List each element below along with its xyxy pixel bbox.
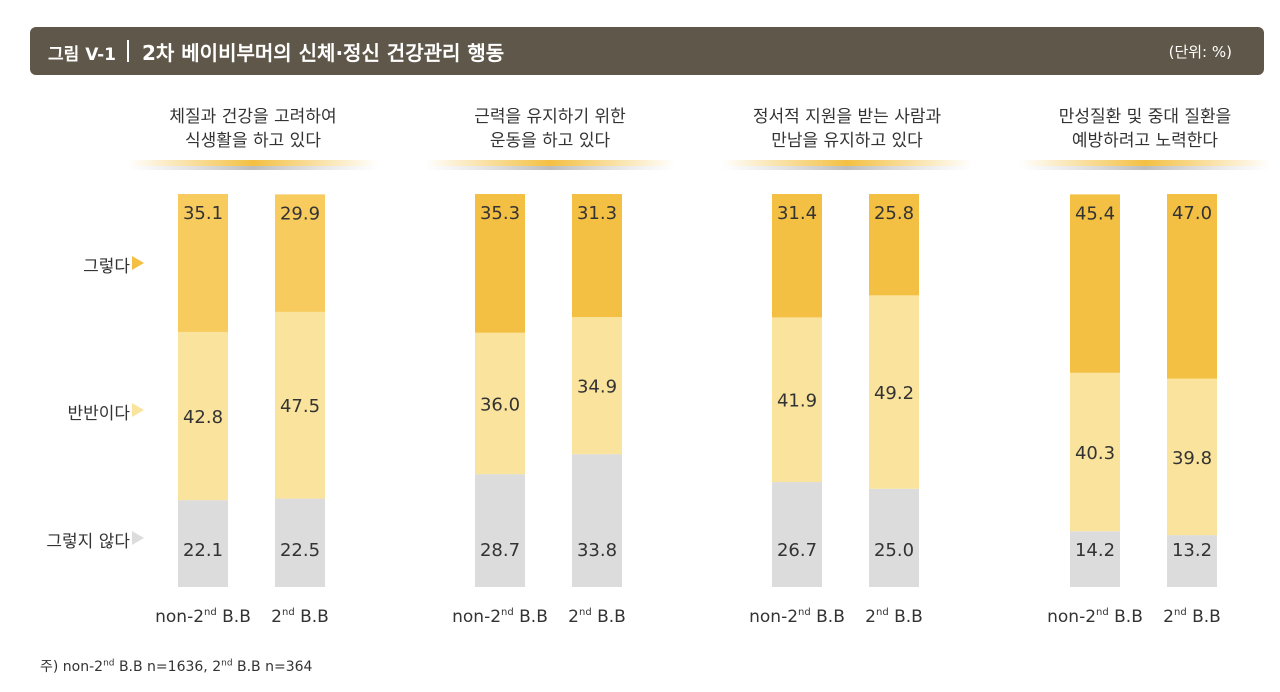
panel-title-line: 예방하려고 노력한다 [1072, 131, 1219, 151]
data-label: 41.9 [777, 391, 817, 412]
panel-title-line: 운동을 하고 있다 [490, 131, 611, 151]
panel-title-underline-shadow [1020, 166, 1270, 170]
bar-segment [772, 194, 822, 318]
arrow-right-icon [132, 531, 144, 545]
data-label: 22.5 [280, 540, 320, 561]
data-label: 28.7 [480, 540, 520, 561]
row-label-agree: 그렇다 [83, 257, 130, 277]
data-label: 31.3 [577, 203, 617, 224]
panel-title-underline [722, 160, 972, 166]
data-label: 45.4 [1075, 203, 1115, 224]
arrow-right-icon [132, 403, 144, 417]
footnote: 주) non-2nd B.B n=1636, 2nd B.B n=364 [40, 658, 313, 675]
bar-segment [869, 295, 919, 489]
bar-segment [869, 488, 919, 587]
row-label-neutral: 반반이다 [67, 404, 130, 424]
bar-segment [1070, 194, 1120, 373]
figure-title: 2차 베이비부머의 신체·정신 건강관리 행동 [142, 41, 505, 65]
bar-segment [772, 482, 822, 587]
x-tick-label: 2nd B.B [271, 607, 329, 627]
data-label: 25.0 [874, 540, 914, 561]
data-label: 35.3 [480, 203, 520, 224]
panel-title-underline [128, 160, 378, 166]
data-label: 33.8 [577, 540, 617, 561]
x-tick-label: 2nd B.B [568, 607, 626, 627]
data-label: 49.2 [874, 383, 914, 404]
x-tick-label: 2nd B.B [865, 607, 923, 627]
bar-segment [475, 194, 525, 333]
x-tick-label: non-2nd B.B [749, 607, 845, 627]
panel-title-line: 정서적 지원을 받는 사람과 [753, 107, 942, 127]
bar-segment [275, 194, 325, 312]
panel-title-underline [1020, 160, 1270, 166]
bar-segment [572, 194, 622, 318]
bar-segment [178, 331, 228, 501]
data-label: 42.8 [183, 407, 223, 428]
bar-segment [275, 498, 325, 587]
panel-title-line: 근력을 유지하기 위한 [474, 107, 626, 127]
bar-segment [869, 194, 919, 296]
bar-segment [475, 332, 525, 475]
panel-title-line: 체질과 건강을 고려하여 [169, 107, 336, 127]
bar-segment [178, 500, 228, 587]
data-label: 34.9 [577, 377, 617, 398]
figure-title-bar [30, 27, 1264, 75]
data-label: 36.0 [480, 394, 520, 415]
panel-title-line: 만남을 유지하고 있다 [771, 131, 923, 151]
bar-segment [1070, 531, 1120, 587]
data-label: 26.7 [777, 540, 817, 561]
bar-segment [1167, 535, 1217, 587]
arrow-right-icon [132, 256, 144, 270]
panel-title-underline-shadow [425, 166, 675, 170]
data-label: 39.8 [1172, 448, 1212, 469]
bar-segment [178, 194, 228, 332]
x-tick-label: non-2nd B.B [1047, 607, 1143, 627]
x-tick-label: 2nd B.B [1163, 607, 1221, 627]
data-label: 35.1 [183, 203, 223, 224]
bar-segment [275, 311, 325, 499]
panel-title-line: 식생활을 하고 있다 [185, 131, 321, 151]
bar-segment [1167, 194, 1217, 379]
data-label: 14.2 [1075, 540, 1115, 561]
bar-segment [1070, 372, 1120, 532]
data-label: 40.3 [1075, 443, 1115, 464]
row-label-disagree: 그렇지 않다 [46, 532, 130, 552]
panel-title-underline-shadow [722, 166, 972, 170]
data-label: 31.4 [777, 203, 817, 224]
bar-segment [572, 317, 622, 455]
data-label: 25.8 [874, 203, 914, 224]
panel-title-line: 만성질환 및 중대 질환을 [1059, 107, 1232, 127]
data-label: 22.1 [183, 540, 223, 561]
bar-segment [572, 454, 622, 587]
bar-segment [1167, 378, 1217, 536]
panel-title-underline [425, 160, 675, 166]
data-label: 29.9 [280, 203, 320, 224]
data-label: 13.2 [1172, 540, 1212, 561]
figure-label: 그림 V-1 [48, 45, 117, 65]
title-separator [127, 40, 129, 62]
bar-segment [475, 474, 525, 587]
bar-segment [772, 317, 822, 483]
panel-title-underline-shadow [128, 166, 378, 170]
data-label: 47.5 [280, 396, 320, 417]
x-tick-label: non-2nd B.B [452, 607, 548, 627]
unit-label: (단위: %) [1168, 43, 1232, 61]
data-label: 47.0 [1172, 203, 1212, 224]
x-tick-label: non-2nd B.B [155, 607, 251, 627]
